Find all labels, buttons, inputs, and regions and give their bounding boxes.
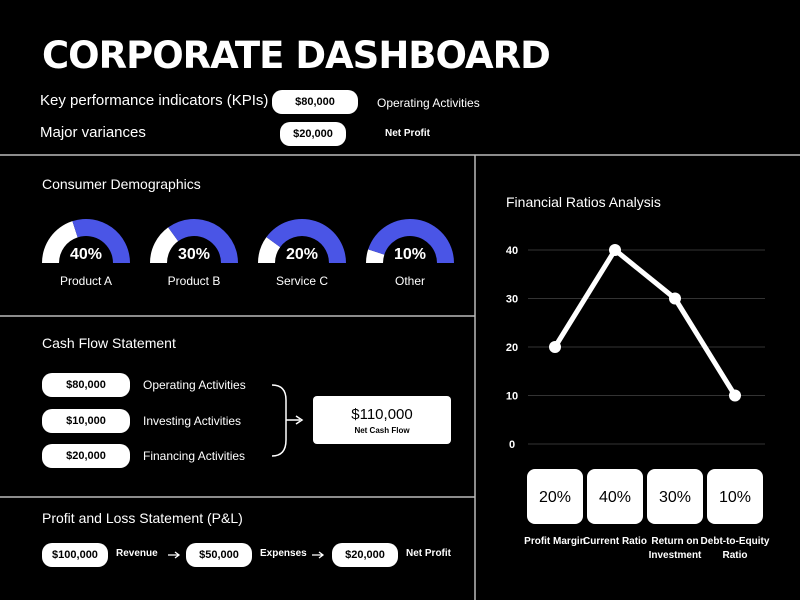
title: CORPORATE DASHBOARD xyxy=(42,34,551,77)
amount-pill: $20,000 xyxy=(332,543,398,567)
item-label: Net Profit xyxy=(406,548,451,559)
x-tick-label: Debt-to-Equity Ratio xyxy=(700,536,770,561)
gauge-rest xyxy=(168,219,238,263)
value-label: 40% xyxy=(599,489,631,506)
line xyxy=(552,247,738,397)
point xyxy=(729,389,741,402)
item-label: Operating Activities xyxy=(143,378,246,392)
bracket xyxy=(271,384,300,457)
kpi-label: Major variances xyxy=(40,124,146,141)
x-tick-label: Current Ratio xyxy=(583,536,647,547)
kpi-pill: $20,000 xyxy=(280,122,346,146)
value-box xyxy=(527,469,583,524)
kpi-label: Key performance indicators (KPIs) xyxy=(40,92,269,109)
total-label: Net Cash Flow xyxy=(354,425,410,435)
amount-pill: $10,000 xyxy=(42,408,130,433)
gauge-label: 10% xyxy=(394,246,426,263)
value-box xyxy=(647,469,703,524)
y-tick-label: 10 xyxy=(506,391,518,403)
value-box xyxy=(707,469,763,524)
gauge-label: 20% xyxy=(286,246,318,263)
kpi-pill: $80,000 xyxy=(272,90,358,114)
gauge-rest xyxy=(72,219,130,263)
gauge-label: 40% xyxy=(70,246,102,263)
chart-title: Financial Ratios Analysis xyxy=(506,194,661,210)
gauge-category: Service C xyxy=(276,274,328,288)
gauge-label: 30% xyxy=(178,246,210,263)
point xyxy=(549,341,561,353)
point xyxy=(669,292,681,305)
amount-pill: $100,000 xyxy=(42,543,108,567)
value-label: 30% xyxy=(659,489,691,506)
amount-pill: $80,000 xyxy=(42,373,130,397)
total-amount: $110,000 xyxy=(351,405,413,423)
section-title: Profit and Loss Statement (P&L) xyxy=(42,510,243,526)
gauge-value xyxy=(258,237,281,263)
amount-pill: $50,000 xyxy=(186,543,252,567)
y-tick-label: 20 xyxy=(506,342,518,354)
item-label: Financing Activities xyxy=(143,449,246,463)
y-tick-label: 0 xyxy=(509,439,515,451)
section-title: Cash Flow Statement xyxy=(42,335,176,351)
point xyxy=(609,244,621,256)
arrow xyxy=(295,415,304,425)
gauge-value xyxy=(42,221,78,263)
value-label: 10% xyxy=(719,489,751,506)
amount-pill: $20,000 xyxy=(42,444,130,468)
y-tick-label: 40 xyxy=(506,245,518,257)
item-label: Expenses xyxy=(260,548,307,559)
kpi-note: Operating Activities xyxy=(377,96,480,110)
y-tick-label: 30 xyxy=(506,294,518,306)
value-label: 20% xyxy=(539,489,571,506)
gauge-category: Product B xyxy=(168,274,221,288)
gauge-value xyxy=(150,227,179,263)
x-tick-label: Return on Investment xyxy=(648,536,702,561)
gauge-rest xyxy=(266,219,346,263)
total-box: $110,000 Net Cash Flow xyxy=(313,396,451,444)
kpi-note: Net Profit xyxy=(385,128,430,139)
gauge-value xyxy=(366,249,385,263)
flow-arrow xyxy=(168,551,181,559)
section-title: Consumer Demographics xyxy=(42,176,201,192)
value-box xyxy=(587,469,643,524)
gauge-category: Product A xyxy=(60,274,112,288)
item-label: Investing Activities xyxy=(143,413,242,428)
gauge-rest xyxy=(368,219,454,263)
item-label: Revenue xyxy=(116,548,158,559)
flow-arrow xyxy=(312,551,325,559)
x-tick-label: Profit Margin xyxy=(524,536,586,547)
gauge-category: Other xyxy=(395,274,425,288)
dividers xyxy=(0,154,800,600)
